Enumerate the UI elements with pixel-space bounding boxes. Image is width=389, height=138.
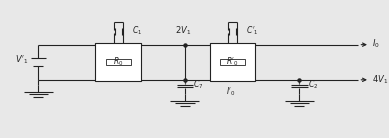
Text: $2V_1$: $2V_1$ bbox=[175, 24, 191, 37]
Text: $I_0$: $I_0$ bbox=[372, 37, 380, 50]
Bar bbox=[220, 59, 245, 66]
Text: $R_0$: $R_0$ bbox=[113, 56, 123, 68]
Text: $C'_1$: $C'_1$ bbox=[246, 24, 259, 37]
Text: $4V_1$: $4V_1$ bbox=[372, 74, 388, 86]
Text: $C_1$: $C_1$ bbox=[131, 24, 142, 37]
Text: $R'_0$: $R'_0$ bbox=[226, 56, 239, 68]
Text: $C_2$: $C_2$ bbox=[308, 79, 318, 91]
Text: $I'_0$: $I'_0$ bbox=[226, 85, 236, 98]
Text: $C_7$: $C_7$ bbox=[193, 79, 204, 91]
Bar bbox=[106, 59, 131, 66]
Text: $V'_1$: $V'_1$ bbox=[15, 53, 29, 66]
Bar bbox=[95, 43, 141, 81]
Bar bbox=[210, 43, 256, 81]
